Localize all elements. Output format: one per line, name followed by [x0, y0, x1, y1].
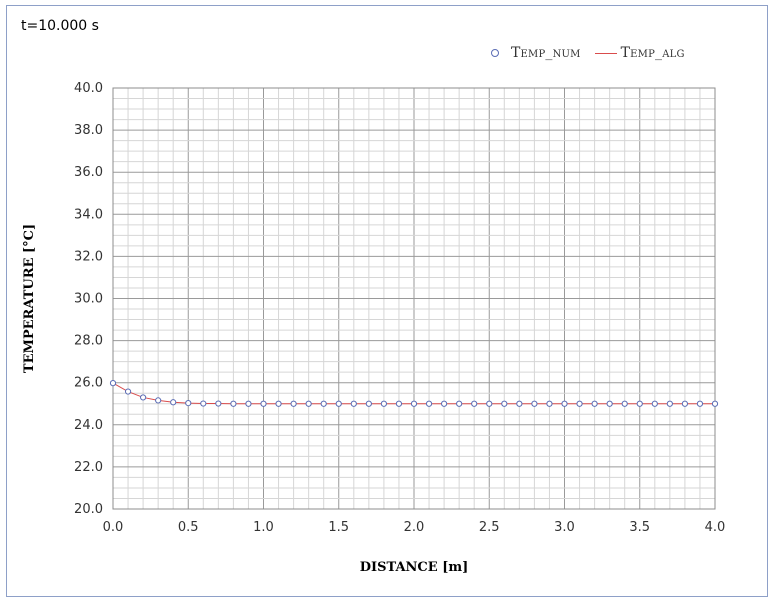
legend-label: Temp_num: [511, 45, 581, 61]
legend-item-temp-num: Temp_num: [485, 45, 581, 61]
data-point-temp-num: [501, 400, 508, 407]
data-point-temp-num: [576, 400, 583, 407]
data-point-temp-num: [636, 400, 643, 407]
x-tick-label: 4.0: [705, 520, 726, 535]
y-axis-title: TEMPERATURE [°C]: [22, 224, 37, 373]
x-tick-label: 2.0: [404, 520, 425, 535]
y-tick-label: 36.0: [74, 165, 103, 180]
x-axis-title: DISTANCE [m]: [360, 560, 469, 575]
x-tick-label: 3.5: [629, 520, 650, 535]
data-point-temp-num: [155, 397, 162, 404]
data-point-temp-num: [215, 400, 222, 407]
data-point-temp-num: [666, 400, 673, 407]
data-point-temp-num: [516, 400, 523, 407]
data-point-temp-num: [380, 400, 387, 407]
data-point-temp-num: [591, 400, 598, 407]
y-tick-label: 28.0: [74, 334, 103, 349]
data-point-temp-num: [245, 400, 252, 407]
data-point-temp-num: [260, 400, 267, 407]
data-point-temp-num: [425, 400, 433, 407]
x-tick-label: 3.0: [554, 520, 575, 535]
data-point-temp-num: [365, 400, 372, 407]
x-tick-label: 0.0: [103, 520, 124, 535]
legend: Temp_num Temp_alg: [485, 44, 699, 62]
data-point-temp-num: [275, 400, 282, 407]
data-point-temp-num: [471, 400, 478, 407]
data-point-temp-num: [681, 400, 689, 407]
data-point-temp-num: [456, 400, 463, 407]
data-point-temp-num: [335, 400, 342, 407]
data-point-temp-num: [441, 400, 448, 407]
plot-area: 0.0 0.5 1.0 1.5 2.0 2.5 3.0 3.5 4.0 20.0 22.0 24.0 2…: [22, 81, 725, 575]
legend-item-temp-alg: Temp_alg: [594, 45, 685, 61]
data-point-temp-num: [305, 400, 312, 407]
data-point-temp-num: [124, 388, 132, 395]
data-point-temp-num: [410, 400, 418, 407]
data-point-temp-num: [109, 380, 117, 387]
legend-label: Temp_alg: [620, 45, 685, 61]
x-tick-label: 0.5: [178, 520, 199, 535]
tick-labels: 0.0 0.5 1.0 1.5 2.0 2.5 3.0 3.5 4.0 20.0 22.0 24.0 2…: [74, 81, 725, 535]
data-point-temp-num: [170, 399, 177, 406]
circle-marker-icon: [485, 47, 505, 59]
y-tick-label: 24.0: [74, 418, 103, 433]
y-tick-label: 26.0: [74, 376, 103, 391]
plot-border: [112, 87, 716, 510]
data-point-temp-num: [561, 400, 568, 407]
data-point-temp-num: [531, 400, 538, 407]
x-tick-label: 2.5: [479, 520, 500, 535]
data-point-temp-num: [621, 400, 628, 407]
data-point-temp-num: [606, 400, 613, 407]
y-tick-label: 22.0: [74, 460, 103, 475]
time-label: t=10.000 s: [21, 18, 99, 34]
grid: [112, 87, 716, 510]
data-point-temp-num: [350, 400, 357, 407]
line-marker-icon: [594, 47, 617, 59]
data-point-temp-num: [546, 400, 553, 407]
x-tick-label: 1.0: [253, 520, 274, 535]
y-tick-label: 30.0: [74, 292, 103, 307]
data-point-temp-num: [140, 394, 147, 401]
y-tick-label: 34.0: [74, 207, 103, 222]
data-point-temp-num: [395, 400, 403, 407]
x-tick-label: 1.5: [328, 520, 349, 535]
axes: [112, 87, 716, 510]
data-point-temp-num: [651, 400, 658, 407]
series: [109, 380, 719, 407]
chart-frame: t=10.000 s Temp_num Temp_alg 0.0 0.5 1.0 1.…: [6, 5, 768, 597]
y-tick-label: 32.0: [74, 249, 103, 264]
y-tick-label: 38.0: [74, 123, 103, 138]
y-tick-label: 20.0: [74, 502, 103, 517]
data-point-temp-num: [185, 400, 192, 407]
data-point-temp-num: [290, 400, 297, 407]
data-point-temp-num: [696, 400, 704, 407]
data-point-temp-num: [230, 400, 237, 407]
data-point-temp-num: [320, 400, 327, 407]
data-point-temp-num: [486, 400, 493, 407]
data-point-temp-num: [200, 400, 207, 407]
data-point-temp-num: [711, 400, 719, 407]
y-tick-label: 40.0: [74, 81, 103, 96]
